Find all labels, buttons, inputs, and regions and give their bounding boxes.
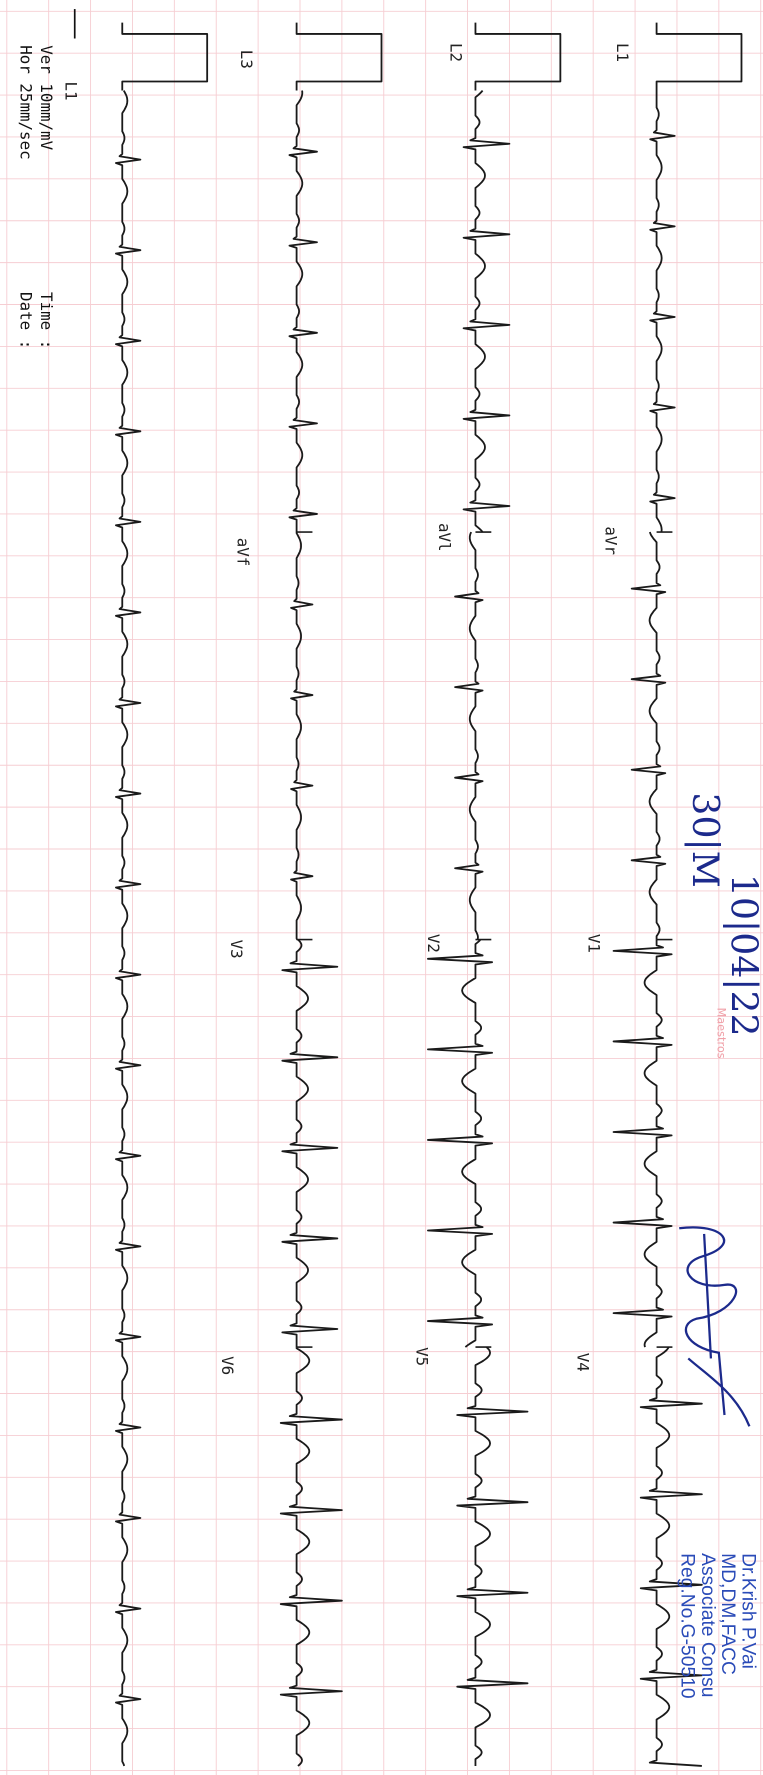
lead-label: V2	[424, 934, 443, 953]
lead-label: V1	[585, 934, 604, 953]
ecg-trace	[649, 90, 676, 533]
ecg-trace	[462, 89, 511, 533]
lead-label: L3	[237, 50, 256, 69]
lead-label: V5	[413, 1347, 432, 1366]
ecg-trace	[115, 90, 142, 1767]
calibration-pulse	[474, 22, 562, 91]
lead-label: V4	[573, 1353, 592, 1372]
lead-label: aVl	[435, 523, 454, 552]
lead-label: aVf	[234, 538, 253, 567]
lead-label: aVr	[602, 526, 621, 555]
lead-label: L2	[447, 43, 466, 62]
vertical-setting: Ver 10mm/mV	[37, 45, 56, 150]
calibration-pulse	[121, 22, 209, 91]
ecg-trace	[427, 939, 494, 1348]
traces	[115, 22, 743, 1767]
lead-label: V3	[227, 940, 246, 959]
ecg-trace	[639, 1346, 703, 1767]
lead-label: L1	[613, 43, 632, 62]
stamp-line: Reg.No.G-50510	[676, 1553, 697, 1698]
ecg-trace	[456, 1346, 529, 1766]
stamp-line: Dr.Krish P.Vai	[738, 1553, 759, 1669]
ecg-trace	[281, 938, 339, 1348]
ecg-trace	[454, 531, 484, 940]
time-field: Time :	[37, 292, 56, 349]
ecg-trace	[630, 531, 667, 940]
handwritten-date: 10|04|22	[722, 874, 763, 1037]
ecg-trace	[288, 90, 318, 533]
calibration-pulse	[295, 22, 383, 91]
ecg-trace	[612, 939, 673, 1348]
calibration-pulse	[655, 22, 743, 91]
watermark: Maestros	[715, 1007, 729, 1058]
handwritten-patient: 30|M	[684, 792, 727, 887]
signature	[679, 1226, 751, 1427]
lead-label: L1	[62, 82, 81, 101]
ecg-trace	[290, 532, 314, 940]
horizontal-setting: Hor 25mm/sec	[16, 45, 35, 159]
stamp-line: MD,DM,FACC	[717, 1553, 738, 1675]
stamp-line: Associate Consu	[697, 1553, 718, 1697]
lead-label: V6	[218, 1356, 237, 1375]
date-field: Date :	[16, 292, 35, 349]
ecg-trace	[279, 1347, 343, 1767]
